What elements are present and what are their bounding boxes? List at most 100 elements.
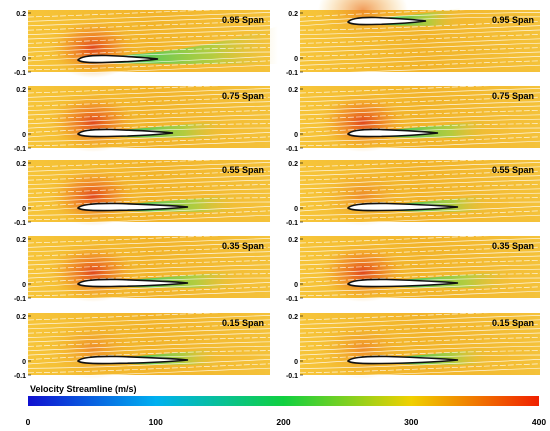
y-tick-label: -0.1: [286, 70, 298, 77]
streamline: [27, 188, 271, 199]
airfoil: [346, 355, 459, 365]
streamline: [299, 7, 541, 18]
streamline: [27, 255, 271, 266]
streamline: [299, 197, 541, 207]
streamline: [27, 118, 271, 129]
y-tick-label: 0: [294, 56, 298, 63]
streamline: [299, 341, 541, 352]
streamline: [299, 264, 541, 275]
y-tick-label: 0: [22, 132, 26, 139]
flow-panel-left-0: 0.95 Span 0.2 0 -0.1: [14, 7, 278, 78]
streamline: [299, 210, 541, 221]
streamline: [299, 114, 541, 125]
streamline: [27, 350, 271, 360]
streamline: [299, 251, 541, 261]
streamline: [299, 260, 541, 270]
colorbar-tick-label: 200: [276, 417, 290, 427]
streamline: [27, 110, 271, 120]
streamline: [27, 157, 271, 168]
y-tick-label: 0.2: [288, 87, 298, 94]
y-tick-label: 0: [22, 282, 26, 289]
span-label: 0.15 Span: [492, 318, 534, 328]
colorbar-tick-label: 0: [26, 417, 31, 427]
streamline: [27, 132, 271, 142]
span-label: 0.75 Span: [222, 91, 264, 101]
streamline: [27, 136, 271, 147]
streamline: [299, 310, 541, 321]
streamline: [299, 88, 541, 98]
y-tick-label: 0.2: [16, 237, 26, 244]
streamline: [299, 38, 541, 49]
streamline: [299, 359, 541, 369]
streamline: [299, 192, 541, 203]
streamline: [299, 118, 541, 129]
flow-panel-right-4: 0.15 Span 0.2 0 -0.1: [286, 310, 541, 380]
streamline: [299, 92, 541, 103]
streamline: [299, 136, 541, 147]
streamline: [299, 255, 541, 266]
streamline: [299, 367, 541, 378]
streamline: [299, 328, 541, 338]
streamline: [27, 175, 271, 185]
streamline: [299, 273, 541, 283]
streamline: [299, 363, 541, 374]
streamline: [27, 34, 271, 44]
streamline: [299, 34, 541, 44]
y-tick-label: 0: [22, 56, 26, 63]
streamline: [299, 179, 541, 190]
flow-panel-left-2: 0.55 Span 0.2 0 -0.1: [14, 157, 271, 227]
streamline: [27, 210, 271, 221]
airfoil: [346, 202, 459, 212]
streamline: [27, 341, 271, 352]
span-label: 0.95 Span: [222, 15, 264, 25]
streamline: [27, 96, 271, 107]
streamline: [27, 246, 271, 257]
y-tick-label: 0.2: [16, 314, 26, 321]
streamline: [299, 56, 541, 66]
streamline: [27, 56, 271, 66]
streamline: [299, 170, 541, 181]
y-tick-label: 0.2: [288, 161, 298, 168]
flow-panel-left-1: 0.75 Span 0.2 0 -0.1: [14, 83, 271, 153]
streamline: [299, 175, 541, 185]
span-label: 0.55 Span: [222, 165, 264, 175]
streamline: [299, 282, 541, 292]
streamline: [299, 12, 541, 22]
streamline: [299, 184, 541, 194]
streamline: [299, 123, 541, 133]
streamline: [299, 105, 541, 116]
streamline: [27, 233, 271, 244]
streamline: [27, 29, 271, 40]
streamline: [27, 38, 271, 49]
streamline: [27, 170, 271, 181]
streamline: [299, 242, 541, 253]
y-tick-label: 0.2: [288, 11, 298, 18]
streamline: [27, 16, 271, 27]
streamline: [27, 206, 271, 216]
y-tick-label: -0.1: [14, 296, 26, 303]
streamline: [299, 290, 541, 301]
streamline: [27, 42, 271, 53]
streamline: [299, 132, 541, 142]
streamline: [27, 25, 271, 35]
airfoil: [346, 278, 459, 288]
flow-panel-right-3: 0.35 Span 0.2 0 -0.1: [286, 233, 541, 303]
colorbar-tick-label: 100: [149, 417, 163, 427]
streamline: [299, 337, 541, 347]
streamline: [27, 214, 271, 225]
streamline: [299, 315, 541, 325]
airfoil: [76, 54, 159, 64]
streamline: [27, 290, 271, 301]
streamline: [27, 328, 271, 338]
streamline: [299, 51, 541, 62]
streamline: [27, 323, 271, 334]
streamline: [27, 7, 271, 18]
y-tick-label: 0.2: [16, 11, 26, 18]
y-tick-label: 0: [22, 359, 26, 366]
span-label: 0.35 Span: [492, 241, 534, 251]
streamline: [27, 162, 271, 172]
streamline: [299, 64, 541, 75]
y-tick-label: -0.1: [286, 373, 298, 380]
y-tick-label: -0.1: [286, 220, 298, 227]
y-tick-label: 0.2: [16, 161, 26, 168]
